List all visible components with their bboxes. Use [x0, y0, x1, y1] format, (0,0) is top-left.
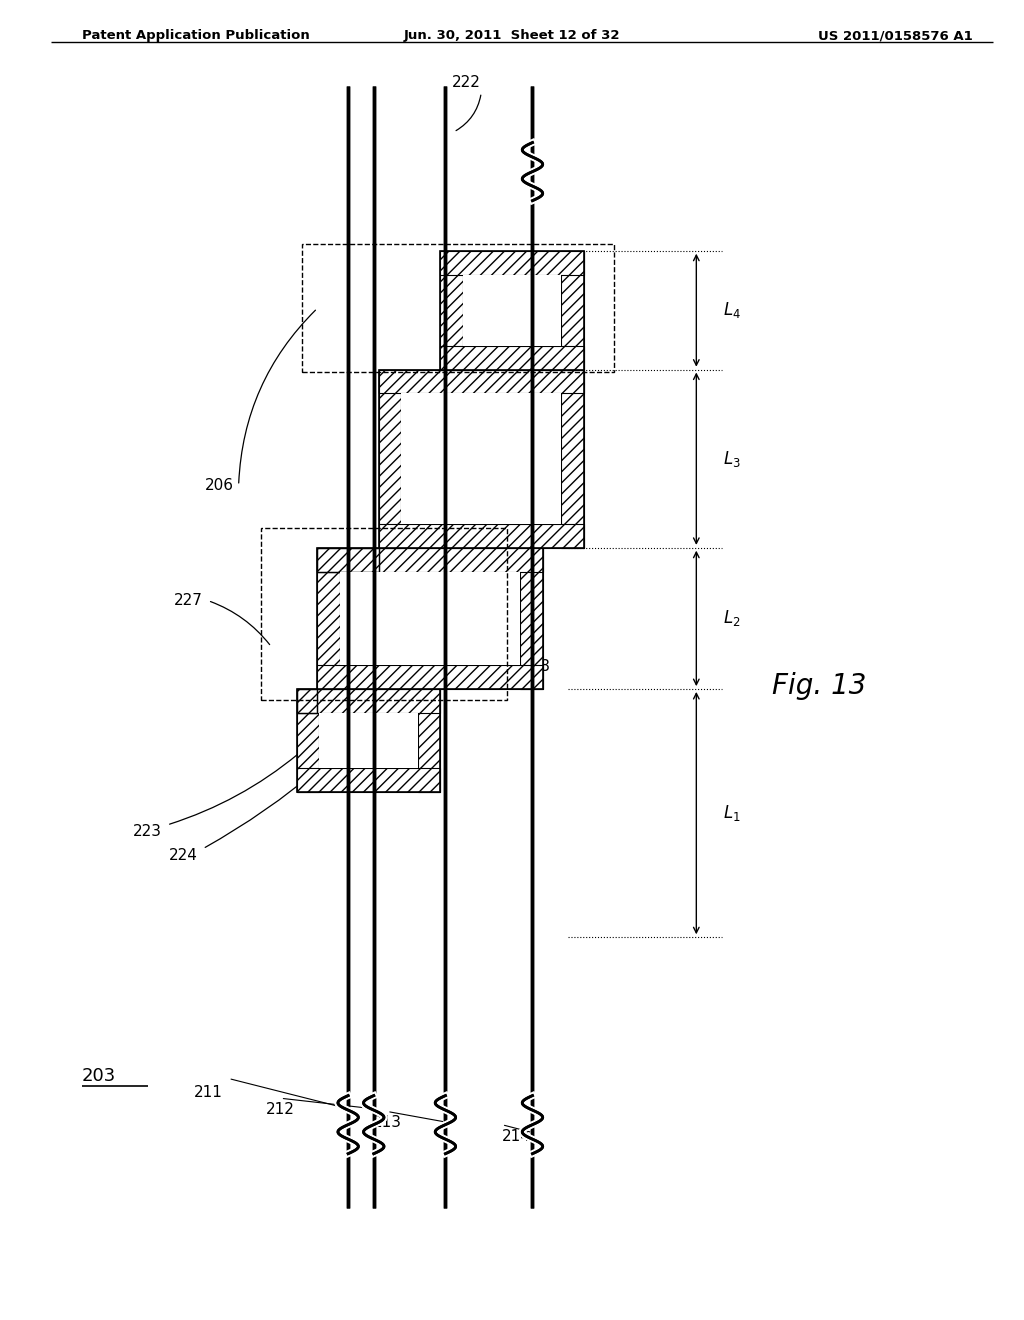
- Bar: [340, 572, 520, 665]
- Text: 206: 206: [205, 478, 233, 494]
- Bar: [319, 713, 418, 768]
- Bar: [297, 689, 319, 792]
- Bar: [561, 251, 584, 370]
- Bar: [561, 370, 584, 548]
- Text: $L_1$: $L_1$: [723, 803, 741, 824]
- Bar: [297, 689, 440, 713]
- Bar: [302, 244, 614, 372]
- Text: 228: 228: [522, 659, 551, 675]
- Bar: [317, 548, 543, 689]
- Bar: [520, 548, 543, 689]
- Bar: [379, 370, 584, 393]
- Bar: [463, 275, 561, 346]
- Text: 203: 203: [82, 1067, 116, 1085]
- Text: 223: 223: [133, 824, 162, 840]
- Bar: [379, 370, 440, 393]
- Text: 213: 213: [373, 1115, 401, 1130]
- Text: Jun. 30, 2011  Sheet 12 of 32: Jun. 30, 2011 Sheet 12 of 32: [403, 29, 621, 42]
- Text: 224: 224: [169, 847, 198, 863]
- Text: US 2011/0158576 A1: US 2011/0158576 A1: [818, 29, 973, 42]
- Bar: [317, 665, 543, 689]
- Text: 211: 211: [195, 1085, 223, 1100]
- Bar: [319, 713, 418, 768]
- Text: Patent Application Publication: Patent Application Publication: [82, 29, 309, 42]
- Text: 222: 222: [452, 75, 480, 90]
- Bar: [440, 251, 584, 370]
- Text: 227: 227: [174, 593, 203, 609]
- Bar: [317, 548, 543, 572]
- Bar: [440, 251, 584, 275]
- Text: Fig. 13: Fig. 13: [772, 672, 866, 701]
- Bar: [317, 548, 379, 572]
- Bar: [418, 689, 440, 792]
- Bar: [379, 370, 401, 548]
- Bar: [340, 572, 520, 665]
- Bar: [379, 524, 584, 548]
- Bar: [463, 275, 561, 346]
- Bar: [401, 393, 561, 524]
- Bar: [379, 370, 584, 548]
- Bar: [297, 689, 440, 792]
- Bar: [379, 370, 440, 393]
- Bar: [297, 768, 440, 792]
- Bar: [261, 528, 507, 700]
- Text: 214: 214: [502, 1129, 530, 1143]
- Bar: [297, 689, 317, 713]
- Bar: [317, 548, 340, 689]
- Bar: [317, 548, 379, 572]
- Text: $L_4$: $L_4$: [723, 300, 741, 321]
- Bar: [440, 251, 463, 370]
- Bar: [401, 393, 561, 524]
- Bar: [297, 689, 317, 713]
- Text: 212: 212: [266, 1102, 295, 1117]
- Bar: [440, 346, 584, 370]
- Text: $L_2$: $L_2$: [723, 609, 741, 628]
- Text: $L_3$: $L_3$: [723, 449, 741, 469]
